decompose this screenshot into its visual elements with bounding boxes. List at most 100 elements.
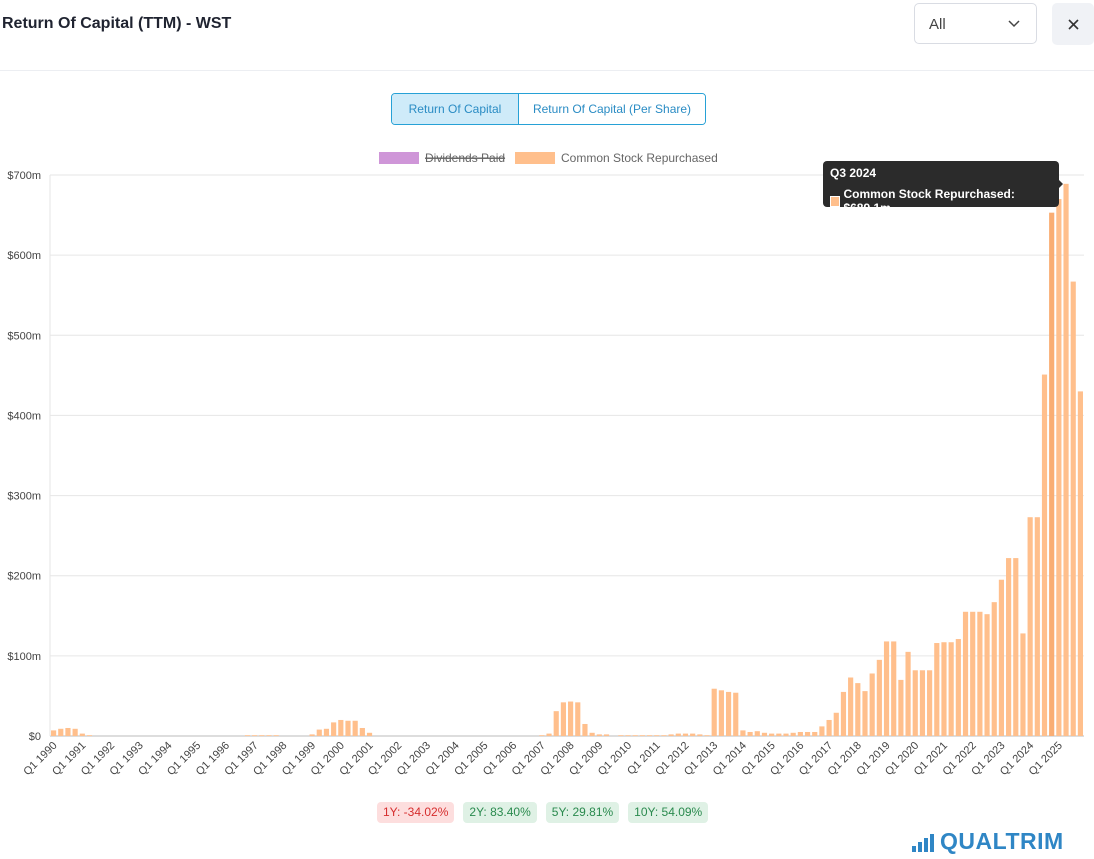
growth-badges: 1Y: -34.02% 2Y: 83.40% 5Y: 29.81% 10Y: 5… xyxy=(377,802,709,823)
badge-2y: 2Y: 83.40% xyxy=(463,802,537,823)
bar xyxy=(1006,558,1012,736)
bar xyxy=(905,651,911,736)
bar xyxy=(309,734,315,736)
bar xyxy=(568,701,574,736)
bar xyxy=(855,683,861,736)
bar xyxy=(797,731,803,736)
range-select[interactable]: All xyxy=(914,3,1037,44)
bar xyxy=(697,734,703,736)
badge-10y: 10Y: 54.09% xyxy=(628,802,709,823)
bar xyxy=(761,732,768,736)
bar xyxy=(668,734,674,736)
y-tick-label: $200m xyxy=(7,571,41,583)
brand-logo: QUALTRIM xyxy=(912,828,1064,854)
bar xyxy=(1077,391,1083,736)
bar xyxy=(316,729,322,736)
bar xyxy=(919,670,926,736)
page-title: Return Of Capital (TTM) - WST xyxy=(2,15,232,32)
bar xyxy=(252,735,258,736)
bar xyxy=(539,735,545,736)
bar xyxy=(898,679,904,736)
bar xyxy=(711,688,717,736)
bar xyxy=(977,611,983,736)
bar xyxy=(625,735,631,736)
brand-name: QUALTRIM xyxy=(940,828,1064,854)
bar xyxy=(51,730,57,736)
bar xyxy=(754,731,760,736)
metric-toggle: Return Of Capital Return Of Capital (Per… xyxy=(391,93,706,125)
bar-chart: $0$100m$200m$300m$400m$500m$600m$700mQ1 … xyxy=(7,151,1084,778)
tab-return-of-capital[interactable]: Return Of Capital xyxy=(392,94,519,124)
bar xyxy=(345,720,351,736)
bar xyxy=(352,720,358,736)
bar xyxy=(1027,517,1033,736)
legend-swatch-dividends xyxy=(379,152,419,164)
bar xyxy=(718,690,724,736)
bar xyxy=(331,722,337,736)
bar xyxy=(848,677,854,736)
y-tick-label: $100m xyxy=(7,651,41,663)
y-tick-label: $300m xyxy=(7,491,41,503)
bar xyxy=(840,691,847,736)
bar xyxy=(582,723,588,736)
chart-tooltip: Q3 2024 Common Stock Repurchased: $689.1… xyxy=(823,161,1059,215)
bar xyxy=(934,643,940,736)
bar xyxy=(266,735,272,736)
bar xyxy=(603,734,610,736)
y-tick-label: $700m xyxy=(7,170,41,182)
tooltip-text: Common Stock Repurchased: $689.1m xyxy=(843,187,1015,215)
bar xyxy=(998,579,1005,736)
bar xyxy=(675,733,681,736)
badge-5y: 5Y: 29.81% xyxy=(545,802,620,823)
bar xyxy=(1070,281,1076,736)
bar xyxy=(984,614,990,736)
bar xyxy=(769,733,775,736)
y-tick-label: $500m xyxy=(7,330,41,342)
bar xyxy=(1034,517,1040,736)
bar xyxy=(589,732,595,736)
bar xyxy=(948,642,954,736)
bar xyxy=(804,731,811,736)
range-select-value: All xyxy=(929,16,946,33)
tooltip-title: Q3 2024 xyxy=(830,166,877,180)
bar xyxy=(65,727,71,736)
bar xyxy=(941,642,947,736)
header: Return Of Capital (TTM) - WST All xyxy=(0,0,1094,71)
bar xyxy=(1049,212,1055,737)
bar xyxy=(1056,199,1062,737)
bar xyxy=(826,719,832,736)
bar xyxy=(776,733,782,736)
bar xyxy=(560,702,566,736)
bar xyxy=(927,670,933,736)
badge-1y: 1Y: -34.02% xyxy=(377,802,455,823)
logo-bars-icon xyxy=(912,832,934,852)
close-button[interactable] xyxy=(1052,3,1094,45)
chevron-down-icon xyxy=(1008,20,1020,28)
bar xyxy=(575,702,581,736)
bar xyxy=(553,711,559,736)
bar xyxy=(733,692,739,736)
bar xyxy=(912,670,918,736)
bar xyxy=(632,735,638,736)
bar xyxy=(1063,183,1069,736)
bar xyxy=(740,730,746,736)
bar xyxy=(546,733,552,736)
bar xyxy=(783,733,789,736)
bar xyxy=(646,735,653,736)
bar xyxy=(1041,374,1048,736)
bar xyxy=(359,727,365,736)
bar xyxy=(596,734,602,736)
bar xyxy=(747,731,753,736)
tab-return-of-capital-per-share[interactable]: Return Of Capital (Per Share) xyxy=(519,94,705,124)
tooltip-arrow xyxy=(1057,178,1063,190)
bar xyxy=(819,726,825,736)
bar xyxy=(725,691,732,736)
bar xyxy=(883,641,890,736)
bar xyxy=(72,728,78,736)
bar xyxy=(58,728,64,736)
bar xyxy=(876,659,882,736)
y-tick-label: $600m xyxy=(7,250,41,262)
bar xyxy=(682,733,689,736)
bar xyxy=(862,691,868,736)
bar xyxy=(661,735,667,736)
